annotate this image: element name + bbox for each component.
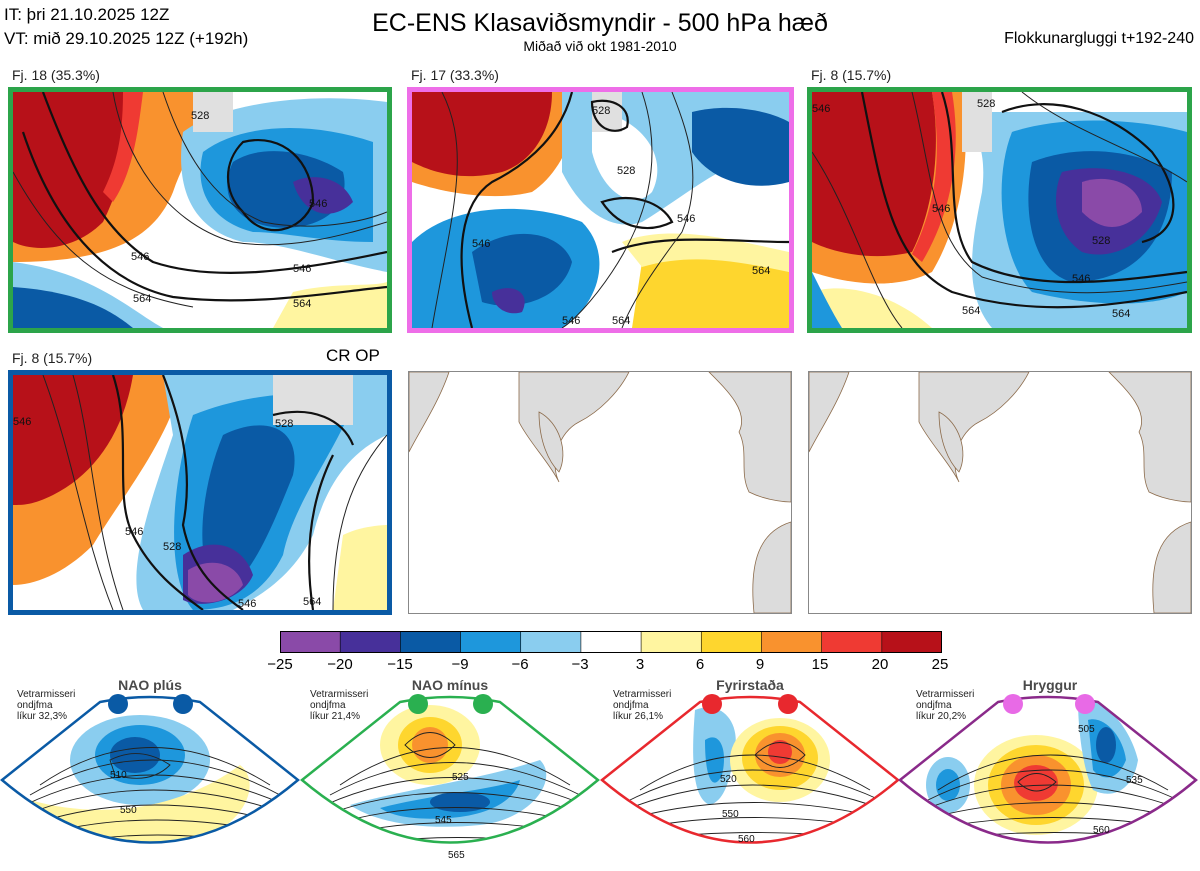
header-info: IT: þri 21.10.2025 12Z VT: mið 29.10.202… — [4, 3, 248, 51]
contour-label: 525 — [452, 772, 469, 783]
cluster-map-1: 528 546 546 564 564 546 — [8, 87, 392, 333]
contour-label: 528 — [275, 418, 293, 430]
empty-map-1 — [408, 371, 792, 614]
colorbar — [280, 631, 942, 653]
contour-label: 520 — [720, 774, 737, 785]
colorbar-cell — [640, 631, 703, 653]
regime-map-nao-plus: 510 550 — [0, 694, 300, 844]
contour-label: 545 — [435, 815, 452, 826]
contour-label: 546 — [293, 263, 311, 275]
contour-label: 546 — [812, 103, 830, 115]
colorbar-tick: −25 — [267, 656, 293, 673]
contour-label: 560 — [738, 834, 755, 845]
contour-label: 510 — [110, 770, 127, 781]
regime-title: Fyrirstaða — [716, 677, 784, 693]
contour-label: 528 — [191, 110, 209, 122]
colorbar-tick: −15 — [387, 656, 413, 673]
regime-title: NAO plús — [118, 677, 182, 693]
colorbar-tick: −20 — [327, 656, 353, 673]
empty-map-2 — [808, 371, 1192, 614]
regime-title: Hryggur — [1022, 677, 1078, 693]
panel-4-label: Fj. 8 (15.7%) — [12, 350, 93, 366]
colorbar-tick: 3 — [635, 656, 645, 673]
contour-label: 528 — [617, 165, 635, 177]
cluster-map-control: 546 528 528 546 546 564 — [8, 370, 392, 615]
regime-map-blocking: 520 550 560 — [600, 694, 900, 845]
panel-2-label: Fj. 17 (33.3%) — [411, 67, 499, 83]
contour-label: 528 — [1092, 235, 1110, 247]
cluster-map-3: 546 528 528 546 564 564 546 — [807, 87, 1192, 333]
contour-label: 564 — [303, 596, 321, 608]
contour-label: 546 — [13, 416, 31, 428]
contour-label: 565 — [448, 850, 465, 861]
colorbar-cell — [400, 631, 462, 653]
colorbar-tick: 25 — [931, 656, 949, 673]
colorbar-cell — [700, 631, 763, 653]
panel-3-label: Fj. 8 (15.7%) — [811, 67, 892, 83]
contour-label: 550 — [722, 809, 739, 820]
regime-title: NAO mínus — [411, 677, 489, 693]
contour-label: 560 — [1093, 825, 1110, 836]
contour-label: 546 — [131, 251, 149, 263]
regime-info: Vetrarmisseri ondjfma líkur 32,3% — [17, 689, 76, 722]
colorbar-tick: −3 — [571, 656, 589, 673]
contour-label: 564 — [962, 305, 980, 317]
page-title: EC-ENS Klasaviðsmyndir - 500 hPa hæð — [372, 9, 828, 37]
colorbar-tick: 20 — [871, 656, 889, 673]
contour-label: 564 — [133, 293, 151, 305]
issue-time: IT: þri 21.10.2025 12Z — [4, 5, 170, 24]
colorbar-cell — [280, 631, 341, 653]
contour-label: 564 — [293, 298, 311, 310]
regime-map-nao-minus: 525 545 565 — [300, 694, 600, 861]
contour-label: 505 — [1078, 724, 1095, 735]
contour-label: 546 — [932, 203, 950, 215]
colorbar-tick: 6 — [695, 656, 705, 673]
contour-label: 546 — [309, 198, 327, 210]
colorbar-cell — [339, 631, 402, 653]
control-run-tag: CR OP — [326, 346, 380, 365]
colorbar-tick: −9 — [451, 656, 469, 673]
colorbar-tick: 15 — [811, 656, 829, 673]
contour-label: 528 — [977, 98, 995, 110]
classification-window: Flokkunargluggi t+192-240 — [1004, 30, 1194, 47]
colorbar-cell — [520, 631, 582, 653]
contour-label: 546 — [562, 315, 580, 327]
contour-label: 564 — [752, 265, 770, 277]
contour-label: 528 — [163, 541, 181, 553]
colorbar-tick: 9 — [755, 656, 765, 673]
contour-label: 546 — [1072, 273, 1090, 285]
contour-label: 546 — [125, 526, 143, 538]
regime-info: Vetrarmisseri ondjfma líkur 21,4% — [310, 689, 369, 722]
colorbar-cell — [761, 631, 823, 653]
regime-info: Vetrarmisseri ondjfma líkur 26,1% — [613, 689, 672, 722]
contour-label: 528 — [592, 105, 610, 117]
regime-info: Vetrarmisseri ondjfma líkur 20,2% — [916, 689, 975, 722]
contour-label: 546 — [238, 598, 256, 610]
colorbar-cell — [881, 631, 942, 653]
colorbar-cell — [580, 631, 642, 653]
page-subtitle: Miðað við okt 1981-2010 — [523, 38, 677, 54]
valid-time: VT: mið 29.10.2025 12Z (+192h) — [4, 29, 249, 48]
panel-1-label: Fj. 18 (35.3%) — [12, 67, 100, 83]
contour-label: 564 — [612, 315, 630, 327]
contour-label: 550 — [120, 805, 137, 816]
colorbar-cell — [821, 631, 883, 653]
contour-label: 535 — [1126, 775, 1143, 786]
colorbar-cell — [460, 631, 522, 653]
cluster-map-2: 528 528 546 564 546 564 546 — [407, 87, 794, 333]
colorbar-tick: −6 — [511, 656, 529, 673]
contour-label: 564 — [1112, 308, 1130, 320]
regime-map-ridge: 505 535 560 — [898, 694, 1198, 844]
contour-label: 546 — [472, 238, 490, 250]
contour-label: 546 — [677, 213, 695, 225]
